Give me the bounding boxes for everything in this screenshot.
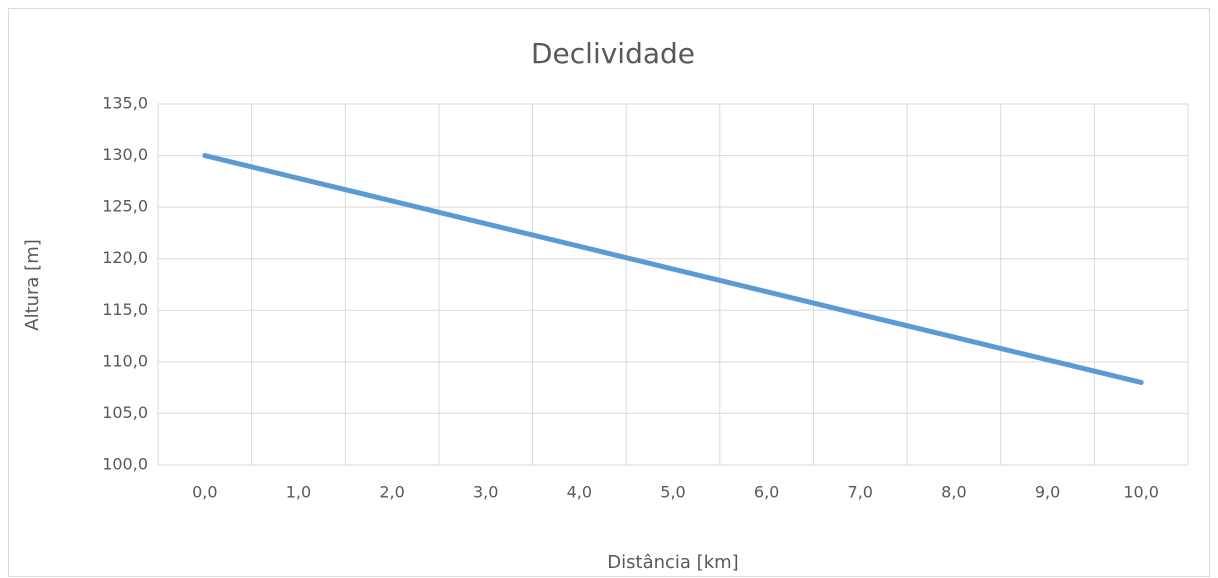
x-tick-label: 4,0 (567, 483, 592, 502)
x-tick-label: 3,0 (473, 483, 498, 502)
x-tick-label: 6,0 (754, 483, 779, 502)
chart-title: Declividade (531, 37, 695, 70)
data-line (202, 153, 1144, 385)
x-tick-label: 10,0 (1123, 483, 1159, 502)
y-tick-label: 125,0 (102, 197, 148, 216)
y-tick-label: 135,0 (102, 94, 148, 113)
y-tick-label: 120,0 (102, 248, 148, 267)
x-tick-label: 5,0 (660, 483, 685, 502)
x-tick-label: 8,0 (941, 483, 966, 502)
y-axis-label: Altura [m] (22, 239, 43, 331)
x-tick-label: 2,0 (379, 483, 404, 502)
y-tick-label: 110,0 (102, 351, 148, 370)
y-tick-label: 115,0 (102, 300, 148, 319)
chart-border (8, 8, 1210, 577)
x-tick-label: 7,0 (848, 483, 873, 502)
x-tick-label: 1,0 (286, 483, 311, 502)
x-axis-label: Distância [km] (607, 552, 738, 573)
y-tick-label: 130,0 (102, 145, 148, 164)
y-tick-label: 100,0 (102, 455, 148, 474)
x-tick-label: 0,0 (192, 483, 217, 502)
x-tick-label: 9,0 (1035, 483, 1060, 502)
y-tick-label: 105,0 (102, 403, 148, 422)
